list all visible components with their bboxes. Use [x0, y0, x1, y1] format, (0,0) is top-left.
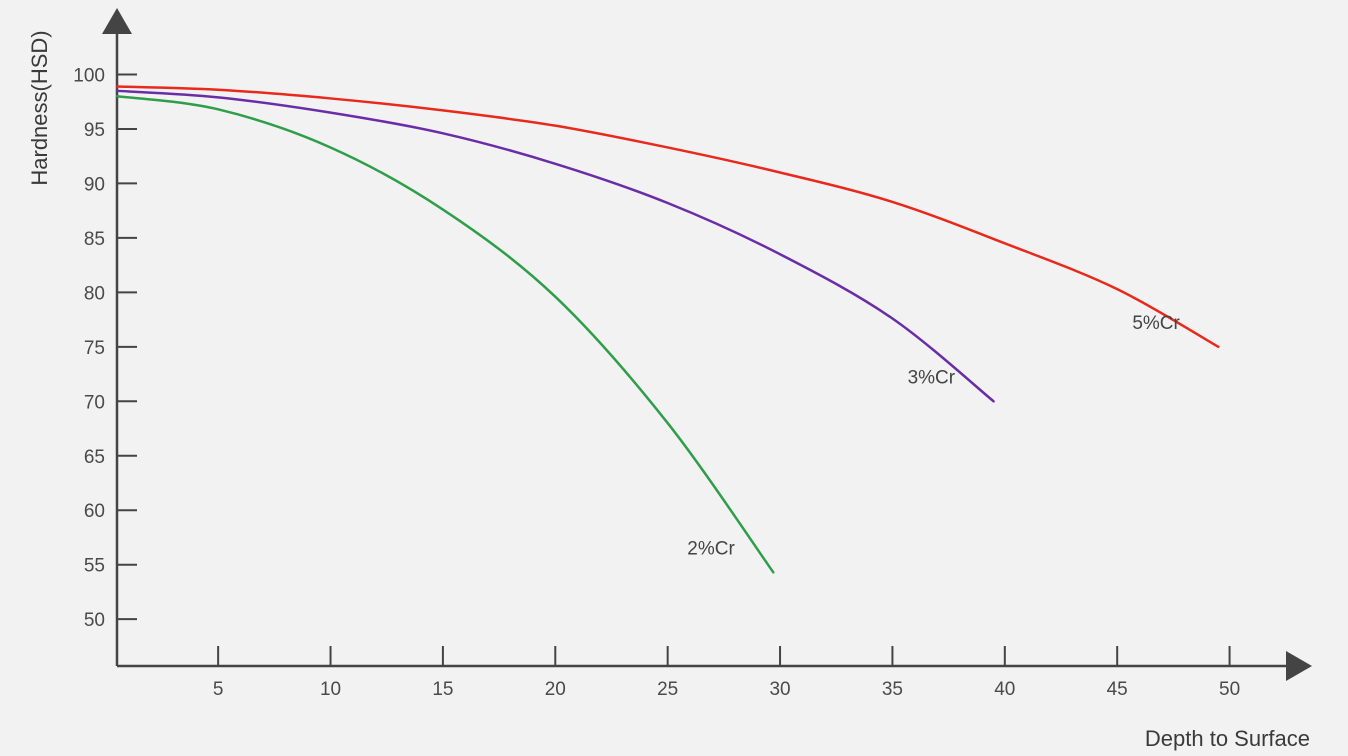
x-tick-label: 25 — [657, 679, 678, 700]
y-tick-label: 50 — [84, 610, 105, 631]
x-tick-label: 5 — [213, 679, 224, 700]
y-axis-title: Hardness(HSD) — [27, 30, 52, 185]
x-tick-label: 10 — [320, 679, 341, 700]
series-line-2-cr — [115, 95, 775, 574]
y-tick-label: 65 — [84, 447, 105, 468]
y-tick-label: 90 — [84, 174, 105, 195]
y-tick-label: 80 — [84, 283, 105, 304]
axes — [102, 8, 1312, 681]
y-tick-label: 100 — [73, 65, 105, 86]
y-axis-arrow — [102, 8, 132, 34]
x-tick-label: 15 — [432, 679, 453, 700]
x-tick-label: 40 — [994, 679, 1015, 700]
ticks: 50 55 60 65 70 75 80 85 90 95 100 5 10 15 20 25 30 35 40 45… — [73, 65, 1240, 700]
series-label-2-cr: 2%Cr — [687, 538, 735, 559]
series-label-5-cr: 5%Cr — [1132, 313, 1180, 334]
series-labels: 2%Cr 3%Cr 5%Cr — [687, 313, 1180, 560]
x-tick-label: 45 — [1107, 679, 1128, 700]
series-label-3-cr: 3%Cr — [908, 367, 956, 388]
y-tick-label: 85 — [84, 229, 105, 250]
x-tick-label: 35 — [882, 679, 903, 700]
x-axis-arrow — [1286, 651, 1312, 681]
y-tick-label: 55 — [84, 556, 105, 577]
x-tick-label: 30 — [769, 679, 790, 700]
x-tick-label: 50 — [1219, 679, 1240, 700]
y-tick-label: 70 — [84, 392, 105, 413]
y-tick-label: 75 — [84, 338, 105, 359]
x-tick-label: 20 — [545, 679, 566, 700]
y-tick-label: 95 — [84, 120, 105, 141]
series-line-5-cr — [115, 85, 1220, 349]
x-axis-title: Depth to Surface — [1145, 726, 1310, 751]
series-lines — [115, 85, 1220, 574]
series-line-3-cr — [115, 89, 995, 403]
y-tick-label: 60 — [84, 501, 105, 522]
